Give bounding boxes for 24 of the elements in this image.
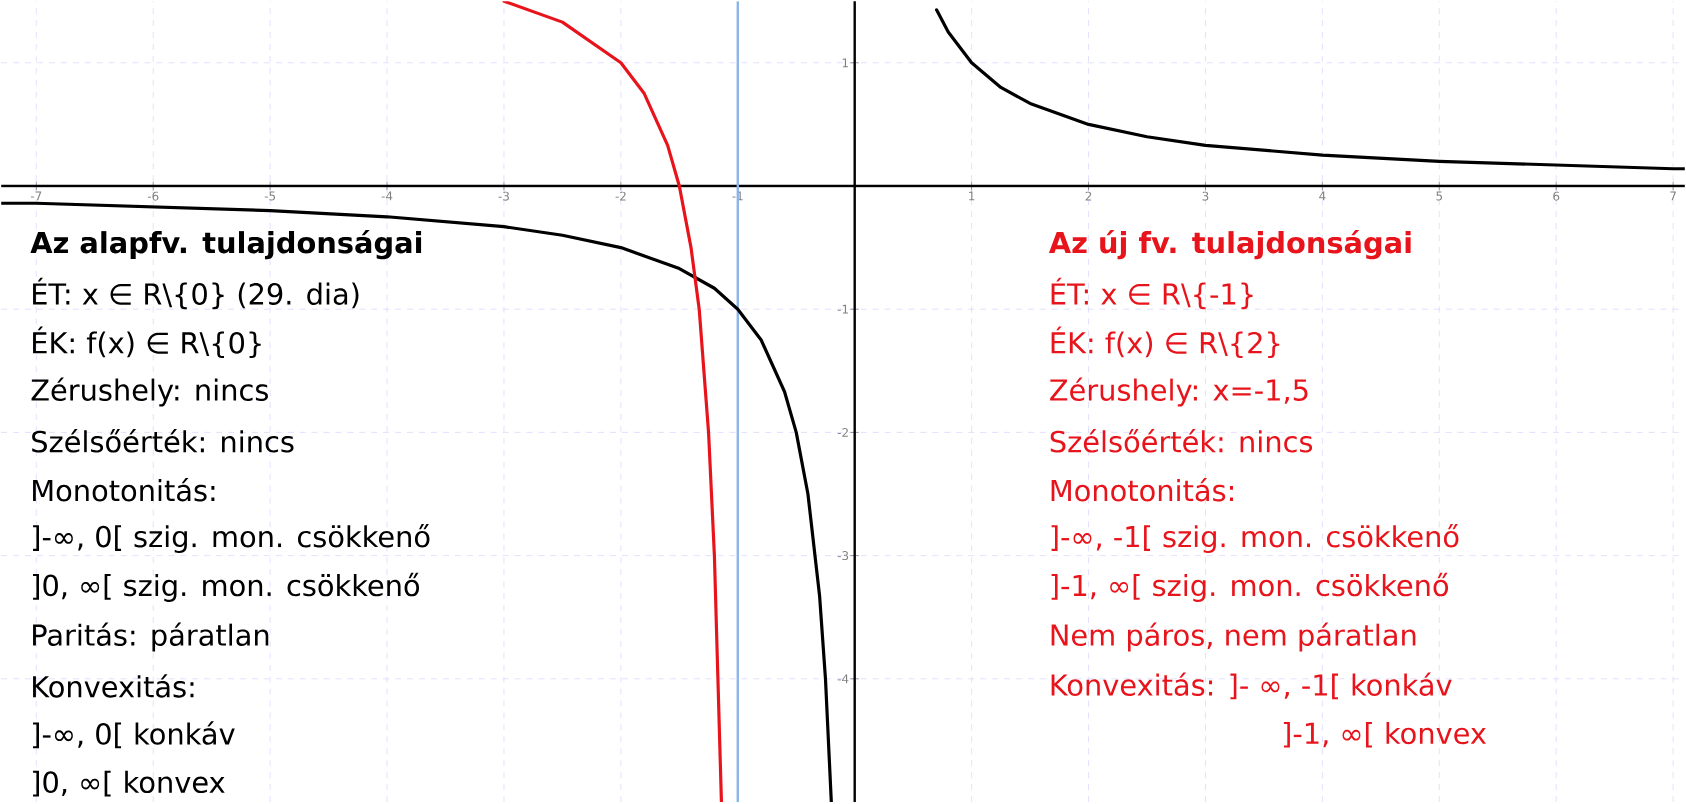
annotation: ]-∞, -1[ szig. mon. csökkenő xyxy=(1051,524,1459,554)
annotation: Monotonitás: xyxy=(33,478,215,502)
annotation: ]0, ∞[ szig. mon. csökkenő xyxy=(33,573,420,603)
annotation: Zérushely: nincs xyxy=(31,377,268,407)
annotation: Paritás: páratlan xyxy=(33,622,269,652)
annotation: ]0, ∞[ konvex xyxy=(33,771,225,797)
annotation: Az új fv. tulajdonságai xyxy=(1048,230,1411,260)
annotation: Szélsőérték: nincs xyxy=(1050,429,1313,453)
annotation: ]-∞, 0[ szig. mon. csökkenő xyxy=(33,524,430,554)
annotation: Szélsőérték: nincs xyxy=(32,429,294,453)
annotation: Konvexitás: ]- ∞, -1[ konkáv xyxy=(1051,672,1452,700)
annotation: ÉK: f(x) ∈ R\{0} xyxy=(33,326,261,359)
annotation: Konvexitás: xyxy=(33,674,194,699)
annotation: ]-∞, 0[ konkáv xyxy=(33,721,235,749)
annotation: ÉT: x ∈ R\{0} (29. dia) xyxy=(33,278,359,310)
annotation: ]-1, ∞[ szig. mon. csökkenő xyxy=(1051,573,1449,603)
annotation: ]-1, ∞[ konvex xyxy=(1283,722,1487,748)
annotation: ÉK: f(x) ∈ R\{2} xyxy=(1051,326,1280,359)
annotation: ÉT: x ∈ R\{-1} xyxy=(1051,278,1253,310)
annotation: Zérushely: x=-1,5 xyxy=(1050,377,1308,407)
annotation: Az alapfv. tulajdonságai xyxy=(30,230,422,260)
annotation: Monotonitás: xyxy=(1051,478,1233,502)
line-series xyxy=(502,1,724,803)
annotation: Nem páros, nem páratlan xyxy=(1051,622,1416,652)
